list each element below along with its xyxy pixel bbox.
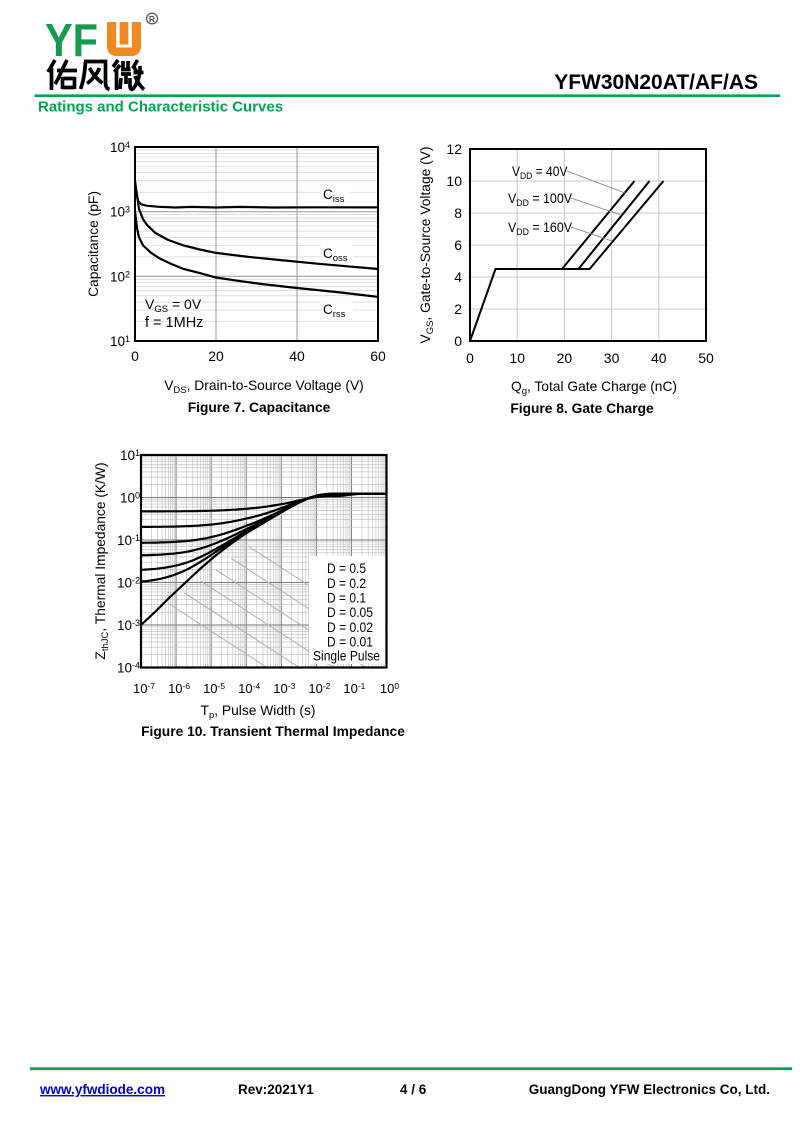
svg-text:VGS = 0V: VGS = 0V xyxy=(145,296,202,315)
svg-text:10: 10 xyxy=(446,173,462,189)
svg-text:Capacitance (pF): Capacitance (pF) xyxy=(86,191,101,297)
svg-text:GuangDong YFW Electronics Co,: GuangDong YFW Electronics Co, Ltd. xyxy=(529,1082,770,1097)
svg-text:D = 0.2: D = 0.2 xyxy=(327,576,366,591)
svg-text:Figure 8. Gate Charge: Figure 8. Gate Charge xyxy=(510,401,654,416)
svg-text:10-6: 10-6 xyxy=(168,681,190,696)
svg-text:100: 100 xyxy=(380,681,399,696)
svg-text:101: 101 xyxy=(120,448,140,463)
svg-text:102: 102 xyxy=(110,269,130,284)
svg-text:104: 104 xyxy=(110,140,130,155)
svg-text:101: 101 xyxy=(110,334,130,349)
svg-text:VGS, Gate-to-Source Voltage (V: VGS, Gate-to-Source Voltage (V) xyxy=(418,146,436,343)
svg-text:10-4: 10-4 xyxy=(117,661,140,676)
svg-text:Qg, Total Gate Charge (nC): Qg, Total Gate Charge (nC) xyxy=(511,379,677,397)
svg-text:10-5: 10-5 xyxy=(203,681,225,696)
svg-text:Single Pulse: Single Pulse xyxy=(313,649,380,664)
svg-text:www.yfwdiode.com: www.yfwdiode.com xyxy=(39,1081,165,1097)
svg-text:10-2: 10-2 xyxy=(117,576,140,591)
svg-text:ZthJC, Thermal Impedance (K/W): ZthJC, Thermal Impedance (K/W) xyxy=(93,462,111,659)
svg-text:4 / 6: 4 / 6 xyxy=(400,1082,427,1097)
svg-text:10-3: 10-3 xyxy=(273,681,295,696)
svg-text:0: 0 xyxy=(454,333,462,349)
svg-text:0: 0 xyxy=(131,348,139,364)
svg-text:D = 0.05: D = 0.05 xyxy=(327,605,373,620)
svg-text:103: 103 xyxy=(110,205,130,220)
svg-text:8: 8 xyxy=(454,205,462,221)
svg-text:10-3: 10-3 xyxy=(117,618,140,633)
svg-text:Figure 7. Capacitance: Figure 7. Capacitance xyxy=(188,400,331,415)
svg-text:D = 0.1: D = 0.1 xyxy=(327,591,366,606)
svg-text:10-1: 10-1 xyxy=(343,681,365,696)
svg-text:2: 2 xyxy=(454,301,462,317)
svg-text:10-7: 10-7 xyxy=(133,681,155,696)
svg-text:YF: YF xyxy=(45,14,98,66)
svg-text:YFW30N20AT/AF/AS: YFW30N20AT/AF/AS xyxy=(554,71,758,94)
svg-text:10: 10 xyxy=(509,350,525,366)
svg-text:R: R xyxy=(149,14,155,24)
svg-text:20: 20 xyxy=(208,348,224,364)
svg-text:f = 1MHz: f = 1MHz xyxy=(145,315,203,331)
svg-text:30: 30 xyxy=(604,350,620,366)
svg-text:10-4: 10-4 xyxy=(238,681,260,696)
svg-text:12: 12 xyxy=(446,141,462,157)
svg-text:Figure 10. Transient Thermal I: Figure 10. Transient Thermal Impedance xyxy=(141,724,405,739)
svg-text:50: 50 xyxy=(698,350,714,366)
svg-text:Rev:2021Y1: Rev:2021Y1 xyxy=(238,1082,314,1097)
svg-text:20: 20 xyxy=(557,350,573,366)
svg-text:6: 6 xyxy=(454,237,462,253)
svg-text:10-1: 10-1 xyxy=(117,533,140,548)
svg-text:10-2: 10-2 xyxy=(308,681,330,696)
svg-text:60: 60 xyxy=(370,348,386,364)
svg-text:40: 40 xyxy=(651,350,667,366)
svg-text:VDS, Drain-to-Source Voltage (: VDS, Drain-to-Source Voltage (V) xyxy=(164,378,364,396)
svg-text:D = 0.01: D = 0.01 xyxy=(327,635,373,650)
svg-text:0: 0 xyxy=(466,350,474,366)
svg-text:D = 0.02: D = 0.02 xyxy=(327,620,373,635)
svg-text:100: 100 xyxy=(120,491,140,506)
svg-text:Ratings and Characteristic Cur: Ratings and Characteristic Curves xyxy=(38,99,283,116)
svg-text:40: 40 xyxy=(289,348,305,364)
svg-text:D = 0.5: D = 0.5 xyxy=(327,561,366,576)
svg-text:Tp, Pulse Width (s): Tp, Pulse Width (s) xyxy=(201,703,316,721)
svg-text:4: 4 xyxy=(454,269,462,285)
svg-text:VDD = 40V: VDD = 40V xyxy=(512,164,568,182)
